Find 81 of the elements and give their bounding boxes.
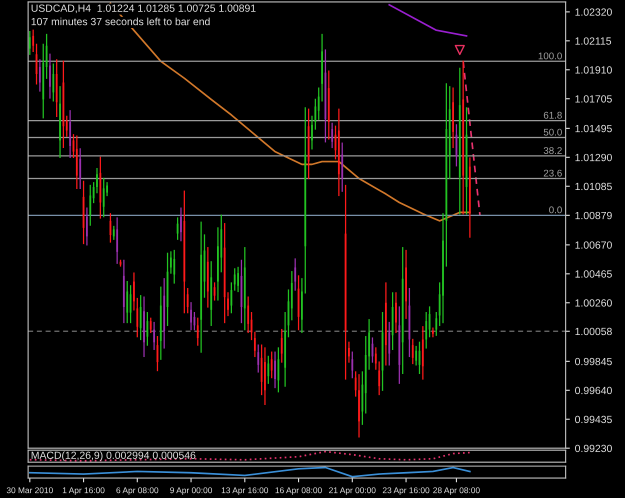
chart-title: USDCAD,H4 1.01224 1.01285 1.00725 1.00891 bbox=[32, 4, 256, 14]
candlestick bbox=[116, 217, 118, 264]
candlestick bbox=[86, 208, 88, 246]
candlestick bbox=[166, 252, 168, 326]
text: 107 minutes 37 seconds left to bar end bbox=[32, 18, 210, 26]
candlestick bbox=[452, 88, 454, 148]
annotation: 61.8 bbox=[544, 112, 562, 119]
candlestick bbox=[143, 296, 145, 358]
annotation: 23.6 bbox=[544, 170, 562, 177]
y-tick-label: 1.00260 bbox=[575, 299, 612, 307]
y-tick-label: 1.00879 bbox=[575, 212, 612, 220]
category-label: 28 Apr 08:00 bbox=[433, 487, 480, 495]
y-tick-label: 1.00670 bbox=[575, 241, 612, 249]
candlestick bbox=[348, 342, 350, 363]
candlestick bbox=[456, 124, 458, 166]
candlestick bbox=[82, 180, 84, 244]
candlestick bbox=[432, 328, 434, 338]
y-tick-label: 1.01705 bbox=[575, 95, 612, 103]
candlestick bbox=[130, 285, 132, 324]
candlestick bbox=[358, 374, 360, 438]
category-label: 6 Apr 08:00 bbox=[116, 487, 158, 495]
candlestick bbox=[321, 34, 323, 102]
candlestick bbox=[264, 347, 266, 406]
candlestick bbox=[32, 30, 34, 52]
category-label: 30 Mar 2010 bbox=[6, 487, 53, 494]
candlestick bbox=[372, 337, 374, 363]
candlestick bbox=[418, 342, 420, 374]
candlestick bbox=[156, 336, 158, 372]
candlestick bbox=[344, 184, 347, 380]
candlestick bbox=[214, 282, 216, 301]
y-tick-label: 1.00058 bbox=[575, 328, 612, 336]
candlestick bbox=[324, 49, 326, 142]
category-label: 21 Apr 00:00 bbox=[329, 487, 376, 495]
y-tick-label: 0.99640 bbox=[575, 386, 612, 394]
candlestick bbox=[298, 275, 300, 330]
category-label: 1 Apr 16:00 bbox=[62, 487, 105, 495]
annotation: 50.0 bbox=[544, 128, 562, 136]
candlestick bbox=[405, 250, 407, 319]
y-tick-label: 1.00465 bbox=[575, 270, 612, 278]
candlestick bbox=[38, 59, 41, 92]
candlestick bbox=[140, 295, 142, 340]
candlestick bbox=[254, 332, 256, 358]
y-tick-label: 1.01290 bbox=[575, 154, 612, 162]
annotation: 38.2 bbox=[544, 147, 562, 154]
candlestick bbox=[120, 260, 122, 267]
candlestick bbox=[190, 302, 192, 330]
candlestick bbox=[36, 44, 38, 85]
category-label: 13 Apr 16:00 bbox=[222, 487, 268, 495]
candlestick bbox=[180, 208, 182, 242]
annotation: 0.0 bbox=[549, 206, 562, 214]
category-label: 16 Apr 08:00 bbox=[276, 487, 322, 495]
candlestick bbox=[331, 122, 334, 148]
candlestick bbox=[49, 54, 51, 99]
y-tick-label: 1.01910 bbox=[575, 66, 612, 74]
candlestick bbox=[146, 312, 148, 346]
candlestick bbox=[277, 347, 280, 392]
y-tick-label: 0.99845 bbox=[575, 358, 612, 366]
y-tick-label: 1.01495 bbox=[575, 124, 612, 132]
candlestick bbox=[193, 312, 196, 330]
candlestick bbox=[176, 217, 179, 240]
y-tick-label: 1.02115 bbox=[575, 37, 612, 45]
candlestick bbox=[59, 86, 61, 158]
y-tick-label: 0.99435 bbox=[575, 416, 612, 424]
y-tick-label: 1.01085 bbox=[575, 182, 612, 190]
candlestick bbox=[237, 266, 240, 292]
candlestick bbox=[466, 107, 468, 214]
candlestick bbox=[408, 288, 410, 358]
candlestick bbox=[382, 312, 384, 391]
candlestick bbox=[240, 260, 242, 324]
candlestick bbox=[247, 296, 250, 334]
candlestick bbox=[274, 352, 276, 388]
candlestick bbox=[395, 292, 397, 334]
chart-title: MACD(12,26,9) 0.002994 0.000546 bbox=[32, 451, 196, 462]
y-tick-label: 1.02320 bbox=[575, 8, 612, 16]
y-tick-label: 0.99230 bbox=[575, 444, 612, 452]
candlestick bbox=[415, 346, 418, 366]
candlestick bbox=[110, 213, 112, 243]
candlestick bbox=[153, 322, 156, 350]
annotation: 100.0 bbox=[538, 52, 562, 60]
category-label: 23 Apr 16:00 bbox=[382, 487, 430, 495]
category-label: 9 Apr 00:00 bbox=[170, 487, 212, 495]
